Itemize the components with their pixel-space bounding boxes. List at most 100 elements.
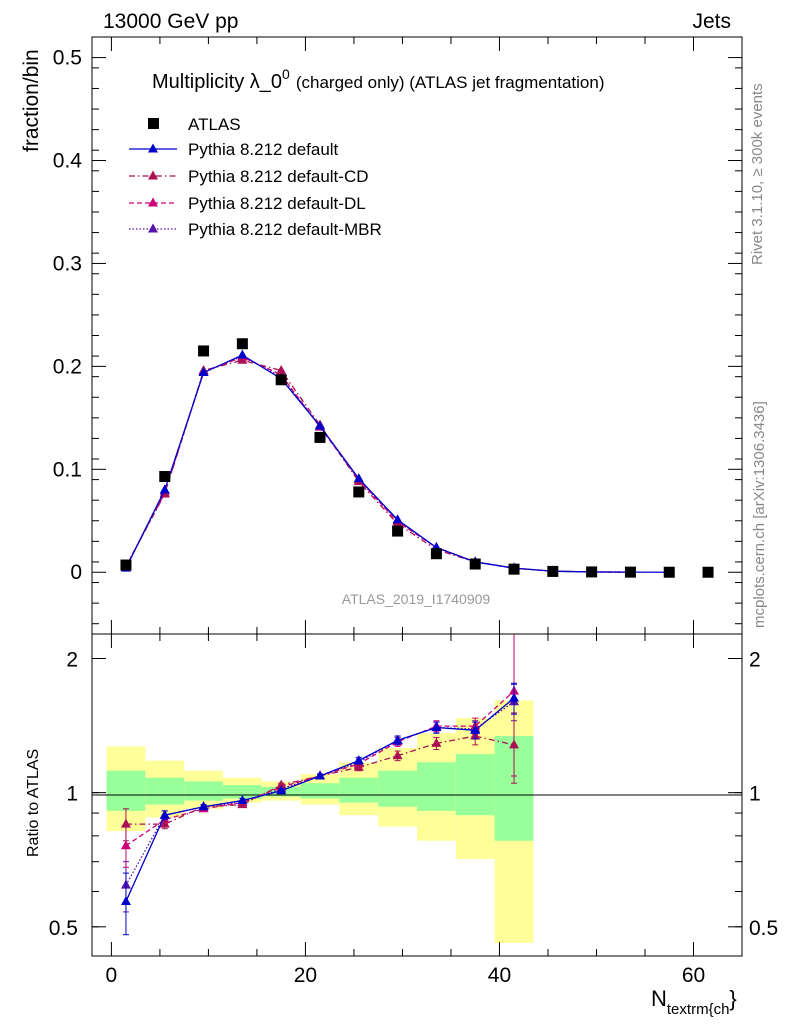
data-point — [547, 565, 559, 577]
ratio-tick-label-right: 0.5 — [749, 917, 778, 940]
mc-line — [125, 354, 670, 573]
mc-point — [237, 354, 248, 364]
legend-label-cd: Pythia 8.212 default-CD — [188, 167, 369, 186]
plot-title: Multiplicity λ_00 (charged only) (ATLAS j… — [152, 66, 605, 93]
data-point — [663, 566, 675, 578]
data-point — [624, 566, 636, 578]
header-jets-label: Jets — [692, 10, 731, 33]
ratio-point — [431, 737, 442, 747]
data-point — [353, 486, 365, 498]
x-tick-label: 40 — [488, 964, 511, 987]
data-point — [430, 548, 442, 560]
data-point — [120, 559, 132, 571]
ratio-point — [159, 818, 170, 828]
ratio-tick-label: 1 — [66, 783, 78, 806]
ratio-band-inner — [378, 770, 417, 807]
legend-marker-cd — [148, 170, 158, 180]
header-energy-label: 13000 GeV pp — [103, 10, 238, 33]
legend-marker-atlas — [148, 118, 159, 129]
plot-title-main: Multiplicity λ_0 — [152, 71, 282, 93]
mc-line — [125, 355, 631, 573]
ratio-point — [431, 722, 442, 732]
legend-marker-default — [148, 143, 158, 153]
y-tick-label: 0.3 — [53, 252, 82, 275]
analysis-watermark: ATLAS_2019_I1740909 — [342, 591, 491, 607]
data-point — [236, 338, 248, 350]
mc-point — [159, 484, 170, 494]
legend: ATLAS Pythia 8.212 default Pythia 8.212 … — [129, 115, 382, 239]
ratio-point — [237, 795, 248, 805]
ratio-point — [314, 770, 325, 780]
data-point — [198, 345, 210, 357]
ratio-frame — [91, 633, 743, 957]
ratio-band-inner — [184, 781, 223, 801]
ratio-band-inner — [455, 754, 495, 816]
ratio-point — [509, 692, 520, 702]
x-tick-label: 20 — [294, 964, 317, 987]
legend-label-atlas: ATLAS — [188, 115, 241, 134]
y-tick-label: 0.1 — [53, 458, 82, 481]
ratio-point — [509, 739, 520, 749]
mc-line — [125, 356, 631, 573]
ratio-tick-label: 0.5 — [49, 917, 78, 940]
ratio-tick-label-right: 1 — [749, 783, 761, 806]
y-axis-label: fraction/bin — [20, 49, 43, 152]
y-tick-label: 0.4 — [53, 150, 83, 173]
ratio-band-inner — [106, 770, 146, 811]
mc-point — [198, 367, 209, 377]
ratio-tick-label-right: 2 — [749, 649, 761, 672]
ratio-y-axis-label: Ratio to ATLAS — [25, 749, 42, 857]
ratio-point — [353, 755, 364, 765]
ratio-point — [120, 840, 131, 850]
ratio-point — [392, 734, 403, 744]
legend-label-mbr: Pythia 8.212 default-MBR — [188, 220, 382, 239]
ratio-marks — [120, 634, 520, 936]
main-marks — [120, 338, 714, 578]
y-tick-label: 0.5 — [53, 47, 82, 70]
ratio-point — [276, 779, 287, 789]
ratio-point — [353, 761, 364, 771]
ratio-point — [470, 724, 481, 734]
x-axis-label-main: N — [651, 986, 667, 1011]
x-tick-label: 60 — [682, 964, 705, 987]
ratio-point — [276, 785, 287, 795]
mcplots-label: mcplots.cern.ch [arXiv:1306.3436] — [751, 401, 768, 628]
ratio-panel: 0 20 40 60 0.5 0.5 1 1 2 2 — [49, 633, 778, 987]
data-point — [508, 563, 520, 575]
legend-marker-mbr — [148, 223, 158, 233]
ratio-point — [198, 801, 209, 811]
main-ticks: 0 0.1 0.2 0.3 0.4 0.5 — [53, 37, 742, 634]
ratio-ticks: 0 20 40 60 0.5 0.5 1 1 2 2 — [49, 634, 778, 987]
main-panel: 0 0.1 0.2 0.3 0.4 0.5 — [53, 36, 743, 635]
x-axis-label-sub: textrm{ch — [667, 1001, 730, 1018]
data-point — [275, 374, 287, 386]
rivet-label: Rivet 3.1.10, ≥ 300k events — [749, 83, 766, 265]
ratio-point — [120, 895, 131, 905]
ratio-point — [120, 818, 131, 828]
plot-title-rest: (charged only) (ATLAS jet fragmentation) — [296, 73, 605, 92]
data-point — [702, 566, 714, 578]
data-point — [469, 558, 481, 570]
legend-label-default: Pythia 8.212 default — [188, 140, 339, 159]
data-point — [392, 525, 404, 537]
y-tick-label: 0 — [70, 561, 82, 584]
data-point — [314, 431, 326, 443]
ratio-band-inner — [300, 783, 340, 799]
x-axis-label: Ntextrm{ch} — [651, 986, 737, 1018]
x-axis-label-end: } — [729, 986, 736, 1011]
data-point — [159, 471, 171, 483]
data-point — [586, 566, 598, 578]
legend-label-dl: Pythia 8.212 default-DL — [188, 194, 366, 213]
ratio-band-inner — [339, 777, 379, 803]
y-tick-label: 0.2 — [53, 355, 82, 378]
plot-title-sup: 0 — [282, 66, 290, 82]
mc-point — [392, 514, 403, 524]
mc-line — [125, 359, 631, 573]
ratio-band-inner — [417, 762, 456, 811]
legend-marker-dl — [148, 197, 158, 207]
mc-point — [237, 349, 248, 359]
mc-point — [314, 420, 325, 430]
mc-point — [276, 364, 287, 374]
x-tick-label: 0 — [106, 964, 118, 987]
